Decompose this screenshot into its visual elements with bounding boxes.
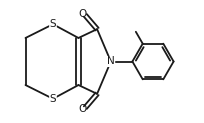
Text: S: S — [50, 19, 56, 29]
Text: N: N — [107, 56, 115, 67]
Text: O: O — [78, 9, 86, 19]
Text: O: O — [78, 104, 86, 114]
Text: S: S — [50, 94, 56, 104]
